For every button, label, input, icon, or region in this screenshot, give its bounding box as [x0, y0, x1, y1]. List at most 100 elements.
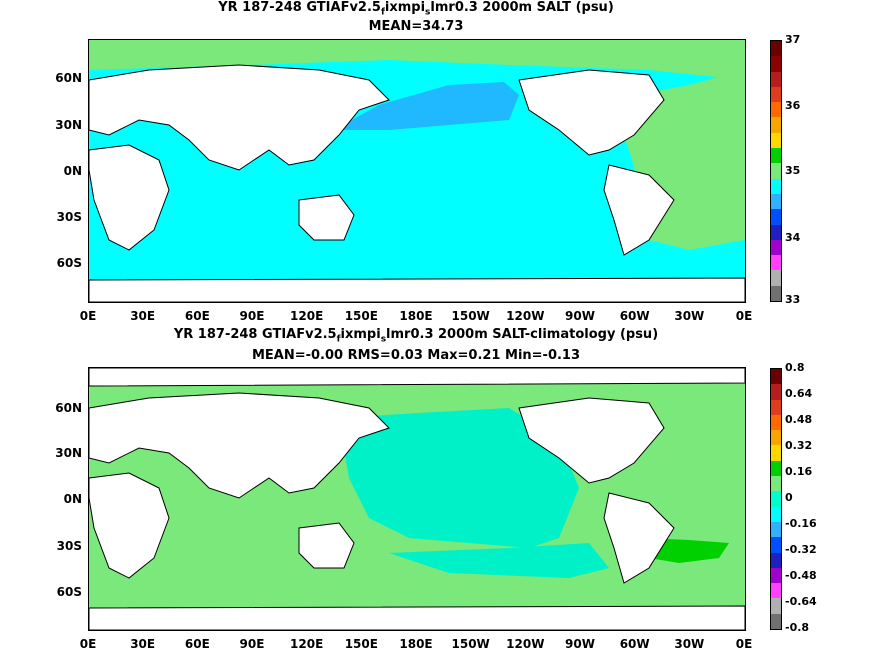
panel2-xlabel-0: 0E: [79, 637, 97, 651]
panel1-ylabel-60n: 60N: [55, 71, 82, 85]
africa-land: [89, 144, 170, 251]
panel2-xlabel-11: 30W: [674, 637, 705, 651]
panel2-colorbar-label-0.32: 0.32: [785, 439, 813, 452]
panel1-xlabel-1: 30E: [130, 309, 156, 323]
panel1-colorbar-swatch-2: [771, 71, 781, 88]
panel1-subtitle: MEAN=34.73: [368, 19, 464, 34]
panel2-ylabel-0n: 0N: [63, 492, 82, 506]
panel2-colorbar-swatch-9: [771, 506, 781, 523]
panel1-colorbar-label-34: 34: [785, 231, 801, 244]
arctic-land: [89, 368, 745, 387]
panel2-ylabel-30s: 30S: [56, 539, 82, 553]
panel2-xlabel-10: 60W: [619, 637, 650, 651]
panel1-ylabel-0n: 0N: [63, 164, 82, 178]
panel2-colorbar-label-0.48: 0.48: [785, 413, 813, 426]
panel2-colorbar-swatch-14: [771, 583, 781, 599]
panel1-colorbar-swatch-15: [771, 270, 781, 287]
panel1-colorbar: [770, 40, 782, 302]
panel1-map: [88, 39, 746, 303]
panel2-colorbar-swatch-15: [771, 598, 781, 615]
panel2-xlabel-8: 120W: [506, 637, 545, 651]
panel2-xlabel-7: 150W: [451, 637, 490, 651]
panel1-xlabel-0: 0E: [79, 309, 97, 323]
panel1-colorbar-swatch-9: [771, 178, 781, 195]
panel2-colorbar-swatch-3: [771, 414, 781, 431]
australia-land: [298, 522, 355, 569]
panel2-map-svg: [89, 368, 745, 630]
panel1-colorbar-label-33: 33: [785, 293, 801, 306]
africa-land: [89, 472, 170, 579]
panel2-colorbar-label-0.16: 0.16: [785, 465, 813, 478]
panel2-south-atlantic-anomaly: [644, 538, 729, 563]
panel2-colorbar-swatch-8: [771, 491, 781, 508]
panel1-ylabel-60s: 60S: [56, 256, 82, 270]
antarctica-land: [89, 605, 745, 630]
panel1-title: YR 187-248 GTIAFv2.5fixmpislmr0.3 2000m …: [218, 0, 614, 18]
panel2-xlabel-3: 90E: [239, 637, 265, 651]
panel1-land: [89, 64, 745, 302]
panel2-xlabel-12: 0E: [735, 637, 753, 651]
panel1-colorbar-swatch-3: [771, 86, 781, 103]
panel2-south-pacific-region: [389, 543, 609, 578]
panel2-colorbar-swatch-11: [771, 537, 781, 554]
panel2-colorbar-label-0.64: 0.64: [785, 387, 813, 400]
panel1-xlabel-12: 0E: [735, 309, 753, 323]
antarctica-land: [89, 277, 745, 302]
panel2-colorbar: [770, 368, 782, 630]
panel1-xlabel-8: 120W: [506, 309, 545, 323]
panel2-colorbar-swatch-1: [771, 384, 781, 401]
panel2-colorbar-swatch-10: [771, 521, 781, 538]
panel1-xlabel-4: 120E: [290, 309, 324, 323]
panel2-colorbar-label-0.8: 0.8: [785, 361, 805, 374]
panel1-colorbar-swatch-12: [771, 224, 781, 241]
panel2-colorbar-swatch-16: [771, 613, 781, 630]
panel2-colorbar-swatch-7: [771, 476, 781, 492]
panel1-map-svg: [89, 40, 745, 302]
panel2-colorbar-label-0: 0: [785, 491, 793, 504]
panel2-colorbar-swatch-0: [771, 369, 781, 385]
panel1-xlabel-7: 150W: [451, 309, 490, 323]
panel2-xlabel-6: 180E: [399, 637, 433, 651]
panel1-xlabel-10: 60W: [619, 309, 650, 323]
panel2-subtitle: MEAN=-0.00 RMS=0.03 Max=0.21 Min=-0.13: [251, 348, 581, 363]
panel1-colorbar-swatch-8: [771, 163, 781, 180]
panel2-colorbar-swatch-2: [771, 399, 781, 416]
panel1-colorbar-swatch-14: [771, 255, 781, 271]
panel2-colorbar-swatch-13: [771, 567, 781, 584]
australia-land: [298, 194, 355, 241]
north-america-land: [518, 69, 665, 156]
panel2-xlabel-4: 120E: [290, 637, 324, 651]
panel1-north-pacific-region: [334, 82, 519, 130]
panel2-colorbar-label-neg0.64: -0.64: [785, 595, 817, 608]
south-america-land: [603, 492, 675, 584]
north-america-land: [518, 397, 665, 484]
panel2-ylabel-60s: 60S: [56, 585, 82, 599]
panel1-colorbar-swatch-7: [771, 148, 781, 164]
panel2-xlabel-5: 150E: [344, 637, 378, 651]
panel1-colorbar-swatch-10: [771, 193, 781, 210]
panel2-tropical-region: [339, 408, 579, 548]
panel2-colorbar-label-neg0.32: -0.32: [785, 543, 817, 556]
panel2-colorbar-label-neg0.8: -0.8: [785, 621, 810, 634]
panel2-ylabel-60n: 60N: [55, 401, 82, 415]
panel1-xlabel-9: 90W: [565, 309, 595, 323]
panel1-xlabel-5: 150E: [344, 309, 378, 323]
panel1-colorbar-label-37: 37: [785, 33, 801, 46]
panel2-map: [88, 367, 746, 631]
panel1-colorbar-swatch-1: [771, 56, 781, 73]
panel2-ylabel-30n: 30N: [55, 446, 82, 460]
eurasia-land: [89, 64, 390, 171]
panel2-xlabel-9: 90W: [565, 637, 595, 651]
panel2-xlabel-1: 30E: [130, 637, 156, 651]
panel2-colorbar-swatch-4: [771, 430, 781, 446]
panel1-colorbar-swatch-5: [771, 117, 781, 134]
panel1-xlabel-3: 90E: [239, 309, 265, 323]
panel2-colorbar-swatch-5: [771, 445, 781, 462]
panel1-xlabel-11: 30W: [674, 309, 705, 323]
panel1-colorbar-swatch-11: [771, 209, 781, 226]
panel1-colorbar-swatch-16: [771, 285, 781, 302]
panel1-xlabel-6: 180E: [399, 309, 433, 323]
panel1-arctic-region: [89, 40, 745, 80]
panel2-xlabel-2: 60E: [184, 637, 210, 651]
panel2-title: YR 187-248 GTIAFv2.5fixmpislmr0.3 2000m …: [173, 327, 659, 345]
